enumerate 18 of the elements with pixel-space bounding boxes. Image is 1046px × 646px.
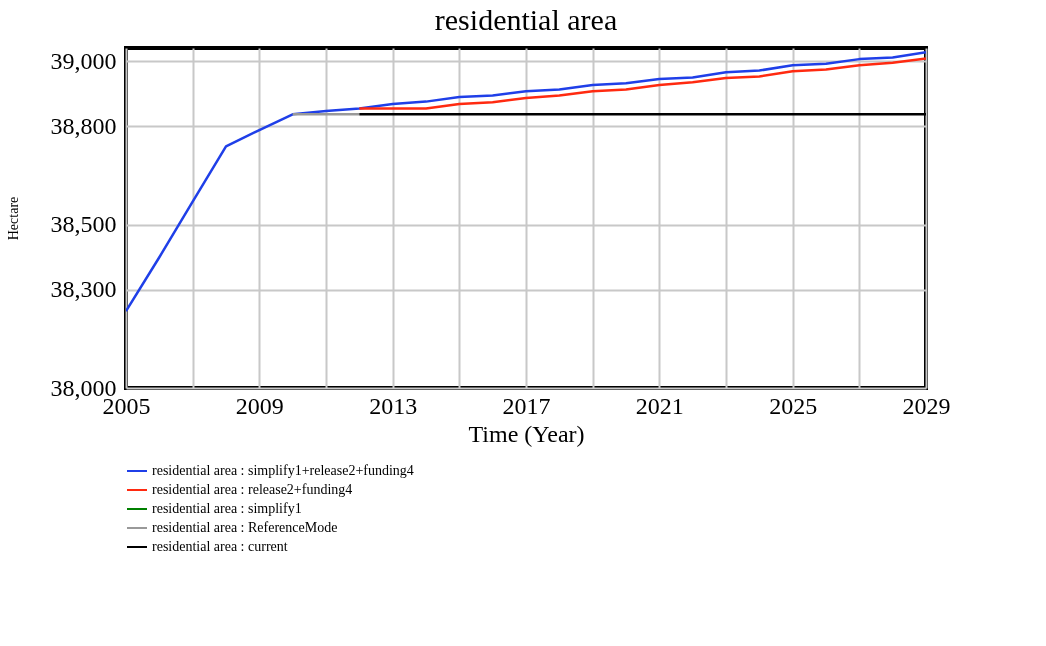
x-tick-label: 2009 — [235, 392, 284, 419]
x-tick-label: 2021 — [635, 392, 684, 419]
legend-label: residential area : simplify1 — [152, 501, 302, 516]
chart-title: residential area — [434, 3, 618, 36]
x-tick-label: 2013 — [369, 392, 418, 419]
y-axis-title: Hectare — [5, 196, 21, 241]
x-tick-label: 2029 — [902, 392, 951, 419]
x-tick-label: 2025 — [769, 392, 818, 419]
y-tick-label: 39,000 — [50, 47, 117, 74]
x-axis-title: Time (Year) — [468, 420, 585, 447]
legend-label: residential area : release2+funding4 — [152, 482, 353, 497]
y-tick-label: 38,300 — [50, 276, 117, 303]
x-tick-label: 2017 — [502, 392, 551, 419]
legend-label: residential area : simplify1+release2+funding4 — [152, 463, 414, 478]
legend-label: residential area : current — [152, 539, 288, 554]
y-tick-label: 38,800 — [50, 112, 117, 139]
legend-label: residential area : ReferenceMode — [152, 520, 338, 535]
y-tick-label: 38,500 — [50, 211, 117, 238]
